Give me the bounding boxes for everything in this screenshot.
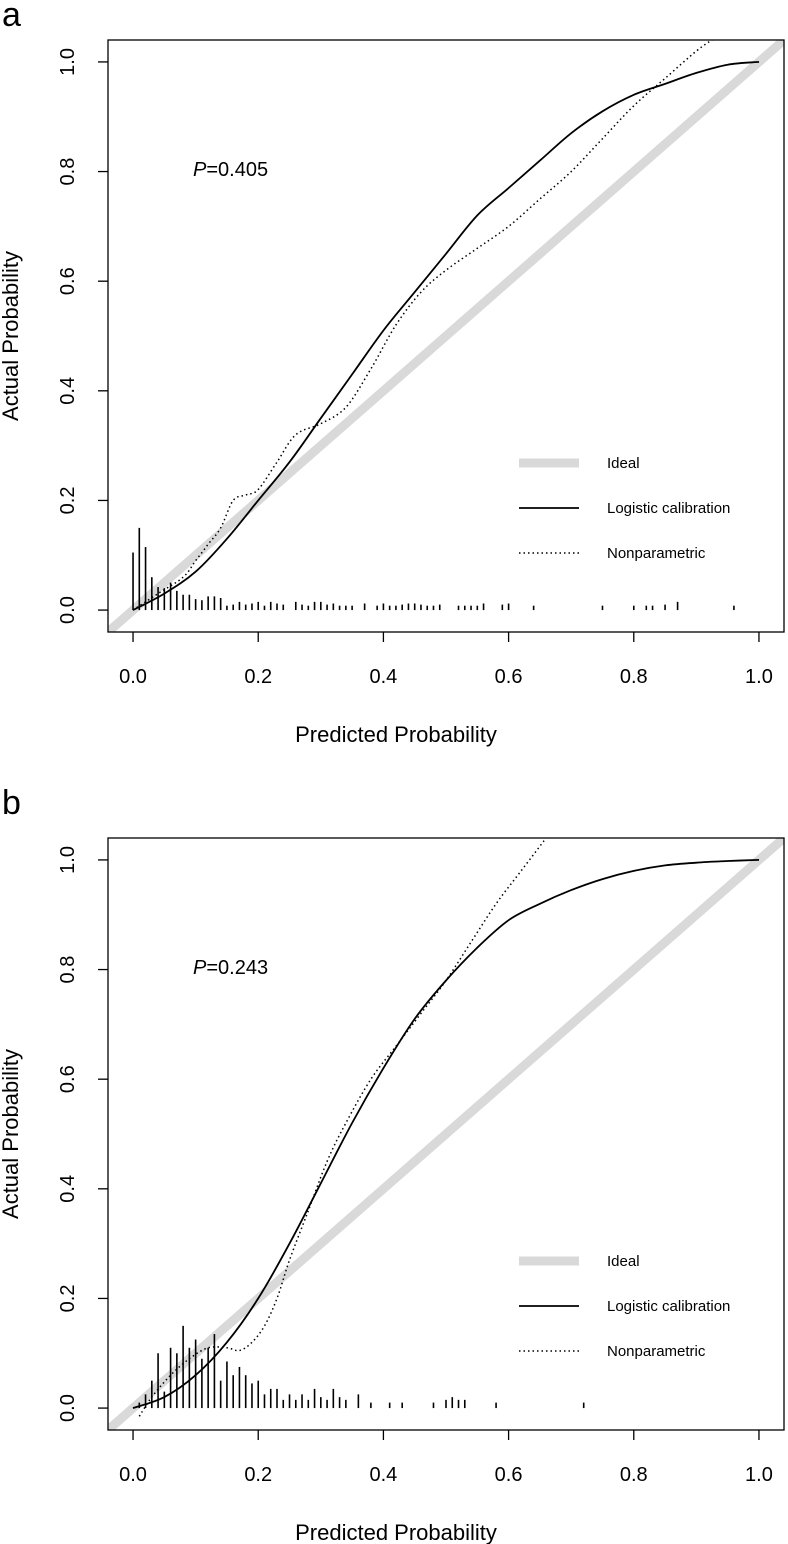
x-tick-label: 0.4 bbox=[370, 666, 398, 688]
p-value-italic: P bbox=[193, 159, 207, 181]
p-value-annotation: P=0.405 bbox=[193, 159, 268, 181]
panel-letter: b bbox=[2, 784, 21, 822]
y-tick-label: 0.2 bbox=[57, 487, 79, 515]
x-axis-title: Predicted Probability bbox=[295, 722, 497, 747]
x-tick-label: 0.2 bbox=[244, 1464, 272, 1486]
y-tick-label: 0.8 bbox=[57, 158, 79, 186]
y-tick-label: 0.6 bbox=[57, 1065, 79, 1093]
y-tick-label: 1.0 bbox=[57, 48, 79, 76]
nonparametric-line bbox=[138, 838, 547, 1417]
x-axis-title: Predicted Probability bbox=[295, 1520, 497, 1544]
y-axis-title: Actual Probability bbox=[0, 251, 23, 421]
x-tick-label: 0.4 bbox=[370, 1464, 398, 1486]
logistic-calibration-line bbox=[132, 859, 760, 1409]
x-tick-label: 0.8 bbox=[620, 666, 648, 688]
legend: Ideal Logistic calibration Nonparametric bbox=[519, 455, 730, 562]
legend: Ideal Logistic calibration Nonparametric bbox=[519, 1253, 730, 1360]
ideal-line bbox=[108, 40, 784, 632]
plot-area bbox=[108, 40, 784, 632]
plot-area bbox=[108, 838, 784, 1430]
panel-letter: a bbox=[2, 0, 21, 34]
x-tick-label: 0.0 bbox=[119, 1464, 147, 1486]
y-tick-label: 0.8 bbox=[57, 956, 79, 984]
legend-label: Ideal bbox=[607, 455, 640, 472]
logistic-calibration-line bbox=[132, 61, 760, 611]
x-tick-label: 0.6 bbox=[495, 1464, 523, 1486]
panel-a: 0.0 0.2 0.4 0.6 0.8 1.0 0.0 0.2 0.4 0.6 0.8 1.0 Pred… bbox=[0, 0, 785, 747]
p-value-italic: P bbox=[193, 957, 207, 979]
x-tick-label: 0.6 bbox=[495, 666, 523, 688]
legend-label: Logistic calibration bbox=[607, 1298, 730, 1315]
plot-frame bbox=[107, 39, 785, 633]
legend-label: Nonparametric bbox=[607, 545, 706, 562]
p-value-text: =0.243 bbox=[206, 957, 268, 979]
y-tick-label: 0.4 bbox=[57, 1175, 79, 1203]
y-tick-label: 1.0 bbox=[57, 846, 79, 874]
x-tick-label: 0.2 bbox=[244, 666, 272, 688]
x-tick-label: 0.8 bbox=[620, 1464, 648, 1486]
x-tick-label: 1.0 bbox=[745, 1464, 773, 1486]
x-tick-label: 1.0 bbox=[745, 666, 773, 688]
legend-label: Logistic calibration bbox=[607, 500, 730, 517]
p-value-text: =0.405 bbox=[206, 159, 268, 181]
y-tick-label: 0.0 bbox=[57, 1394, 79, 1422]
y-tick-label: 0.6 bbox=[57, 267, 79, 295]
ideal-line bbox=[108, 838, 784, 1430]
legend-label: Nonparametric bbox=[607, 1343, 706, 1360]
y-tick-label: 0.0 bbox=[57, 596, 79, 624]
p-value-annotation: P=0.243 bbox=[193, 957, 268, 979]
x-tick-label: 0.0 bbox=[119, 666, 147, 688]
plot-frame bbox=[107, 837, 785, 1431]
nonparametric-line bbox=[132, 40, 713, 611]
y-tick-label: 0.2 bbox=[57, 1285, 79, 1313]
y-axis-title: Actual Probability bbox=[0, 1049, 23, 1219]
panel-b: 0.0 0.2 0.4 0.6 0.8 1.0 0.0 0.2 0.4 0.6 0.8 1.0 Pred… bbox=[0, 784, 785, 1544]
y-tick-label: 0.4 bbox=[57, 377, 79, 405]
legend-label: Ideal bbox=[607, 1253, 640, 1270]
